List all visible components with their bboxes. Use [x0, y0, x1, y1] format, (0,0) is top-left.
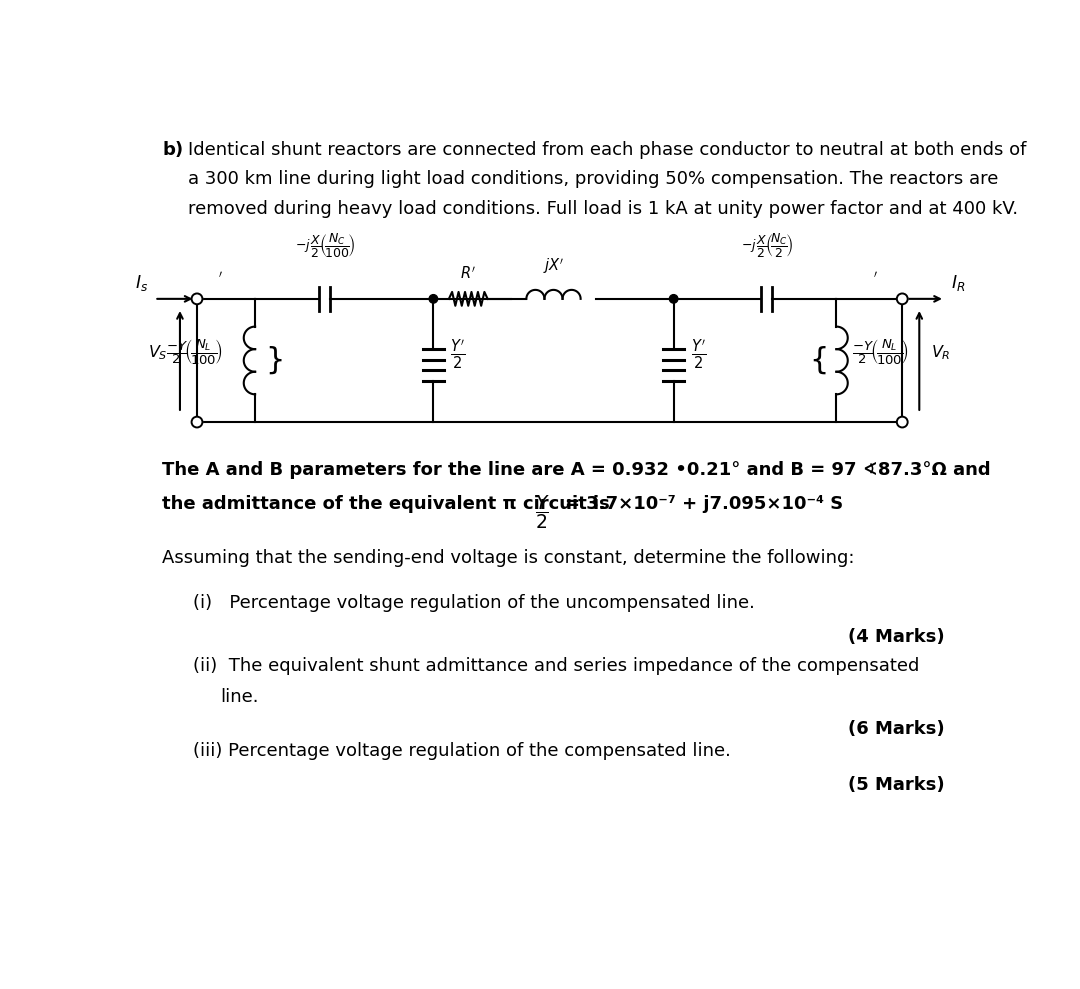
Text: Assuming that the sending-end voltage is constant, determine the following:: Assuming that the sending-end voltage is…: [162, 549, 854, 567]
Text: = 3.7×10⁻⁷ + j7.095×10⁻⁴ S: = 3.7×10⁻⁷ + j7.095×10⁻⁴ S: [565, 495, 843, 513]
Text: $I_s$: $I_s$: [135, 274, 148, 294]
Text: The A and B parameters for the line are A = 0.932 •0.21° and B = 97 ∢87.3°Ω and: The A and B parameters for the line are …: [162, 461, 990, 479]
Text: $'$: $'$: [218, 271, 222, 286]
Circle shape: [191, 416, 202, 427]
Text: (6 Marks): (6 Marks): [848, 720, 945, 738]
Text: (i)   Percentage voltage regulation of the uncompensated line.: (i) Percentage voltage regulation of the…: [193, 593, 755, 612]
Text: $'$: $'$: [873, 271, 878, 286]
Text: $\}$: $\}$: [266, 344, 283, 376]
Circle shape: [191, 294, 202, 305]
Text: $I_R$: $I_R$: [950, 274, 966, 294]
Text: (ii)  The equivalent shunt admittance and series impedance of the compensated: (ii) The equivalent shunt admittance and…: [193, 657, 919, 674]
Text: $V_R$: $V_R$: [931, 343, 950, 362]
Text: $\dfrac{Y'}{2}$: $\dfrac{Y'}{2}$: [691, 337, 706, 371]
Text: $-j\,\dfrac{X}{2}\!\left(\!\dfrac{N_C}{100}\!\right)$: $-j\,\dfrac{X}{2}\!\left(\!\dfrac{N_C}{1…: [295, 232, 355, 260]
Text: Identical shunt reactors are connected from each phase conductor to neutral at b: Identical shunt reactors are connected f…: [188, 141, 1026, 159]
Text: (4 Marks): (4 Marks): [848, 628, 945, 647]
Text: $\dfrac{Y'}{2}$: $\dfrac{Y'}{2}$: [450, 337, 465, 371]
Text: $jX'$: $jX'$: [543, 256, 564, 276]
Text: line.: line.: [220, 687, 259, 706]
Text: $\{$: $\{$: [809, 344, 827, 376]
Text: (5 Marks): (5 Marks): [848, 776, 945, 794]
Text: $\dfrac{-Y}{2}\!\left(\!\dfrac{N_L}{100}\!\right)$: $\dfrac{-Y}{2}\!\left(\!\dfrac{N_L}{100}…: [852, 336, 908, 366]
Text: the admittance of the equivalent π circuit is: the admittance of the equivalent π circu…: [162, 495, 610, 513]
Text: $\dfrac{Y}{2}$: $\dfrac{Y}{2}$: [535, 493, 550, 531]
Text: a 300 km line during light load conditions, providing 50% compensation. The reac: a 300 km line during light load conditio…: [188, 170, 998, 188]
Text: $-j\,\dfrac{X}{2}\!\left(\!\dfrac{N_C}{2}\!\right)$: $-j\,\dfrac{X}{2}\!\left(\!\dfrac{N_C}{2…: [741, 232, 793, 260]
Text: $\dfrac{-Y}{2}\!\left(\!\dfrac{N_L}{100}\!\right)$: $\dfrac{-Y}{2}\!\left(\!\dfrac{N_L}{100}…: [166, 336, 222, 366]
Circle shape: [429, 295, 437, 303]
Text: $V_S$: $V_S$: [148, 343, 168, 362]
Text: $R'$: $R'$: [460, 265, 476, 282]
Text: (iii) Percentage voltage regulation of the compensated line.: (iii) Percentage voltage regulation of t…: [193, 742, 731, 760]
Text: removed during heavy load conditions. Full load is 1 kA at unity power factor an: removed during heavy load conditions. Fu…: [188, 200, 1017, 218]
Circle shape: [896, 294, 907, 305]
Circle shape: [670, 295, 678, 303]
Circle shape: [896, 416, 907, 427]
Text: b): b): [162, 141, 184, 159]
